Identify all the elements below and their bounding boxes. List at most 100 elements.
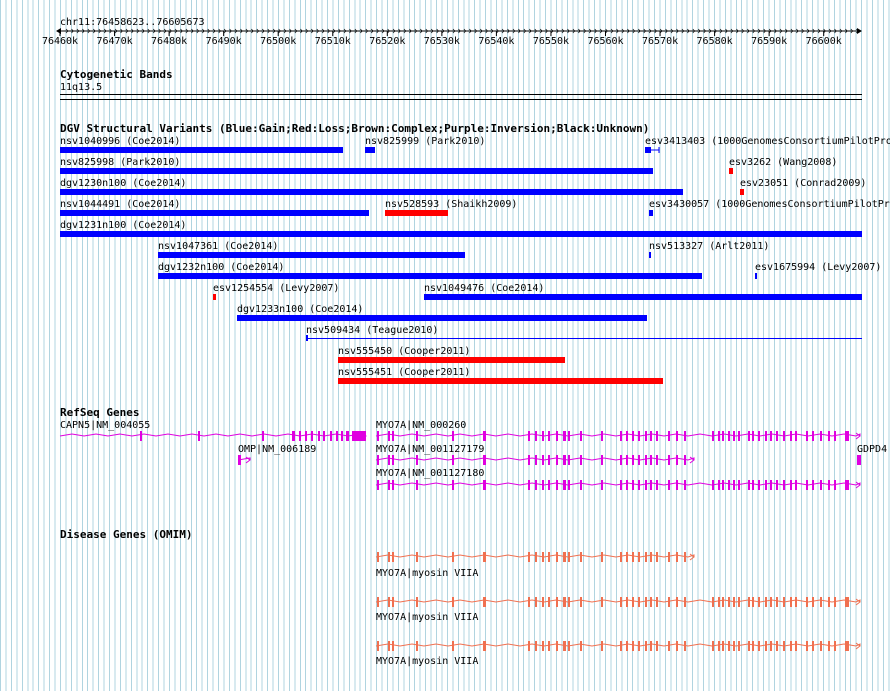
- dgv-variant[interactable]: dgv1232n100 (Coe2014): [158, 262, 702, 279]
- ruler-chevron: [785, 28, 788, 34]
- gene-exon: [812, 431, 814, 441]
- dgv-variant-bar[interactable]: [60, 231, 862, 237]
- refseq-gene-capn5[interactable]: [59, 431, 367, 441]
- dgv-variant-bar[interactable]: [158, 252, 465, 258]
- gene-exon: [568, 455, 570, 465]
- dgv-variant-bar[interactable]: [60, 210, 369, 216]
- dgv-variant[interactable]: esv3413403 (1000GenomesConsortiumPilotPr…: [645, 136, 890, 153]
- gene-exon: [563, 641, 566, 651]
- dgv-variant[interactable]: nsv555450 (Cooper2011): [338, 346, 565, 363]
- dgv-variant[interactable]: dgv1233n100 (Coe2014): [237, 304, 647, 321]
- dgv-variant[interactable]: esv23051 (Conrad2009): [740, 178, 866, 195]
- dgv-variant-label: esv3262 (Wang2008): [729, 157, 837, 168]
- refseq-gene-myo7a-000260[interactable]: [375, 431, 861, 441]
- ruler-chevron: [316, 28, 320, 34]
- dgv-variant-bar[interactable]: [740, 189, 744, 195]
- ruler-chevron: [114, 28, 118, 34]
- gene-exon: [311, 431, 313, 441]
- dgv-variant-bar[interactable]: [60, 168, 653, 174]
- dgv-variant[interactable]: nsv528593 (Shaikh2009): [385, 199, 517, 216]
- gene-exon: [758, 431, 760, 441]
- dgv-variant[interactable]: nsv1040996 (Coe2014): [60, 136, 343, 153]
- gene-exon: [452, 480, 454, 490]
- gene-exon: [738, 641, 740, 651]
- dgv-variant[interactable]: nsv555451 (Cooper2011): [338, 367, 663, 384]
- gene-exon: [388, 552, 390, 562]
- ruler-chevron: [398, 28, 401, 34]
- refseq-gene-gdpd4[interactable]: [857, 455, 861, 465]
- ruler-tick-label: 76580k: [697, 36, 733, 47]
- dgv-variant[interactable]: nsv1044491 (Coe2014): [60, 199, 369, 216]
- gene-exon: [638, 480, 640, 490]
- gene-exon: [722, 641, 724, 651]
- omim-gene-myo7a[interactable]: [375, 597, 861, 607]
- dgv-variant-bar[interactable]: [385, 210, 448, 216]
- gene-exon: [728, 641, 730, 651]
- gene-exon: [645, 480, 647, 490]
- ruler-chevron: [131, 28, 134, 34]
- dgv-variant[interactable]: esv1254554 (Levy2007): [213, 283, 339, 300]
- gene-exon: [748, 641, 750, 651]
- dgv-variant-bar[interactable]: [424, 294, 862, 300]
- gene-exon: [684, 480, 686, 490]
- omim-gene-myo7a[interactable]: [375, 552, 695, 562]
- ruler-tick-label: 76490k: [206, 36, 242, 47]
- dgv-variant-bar[interactable]: [338, 378, 663, 384]
- dgv-variant[interactable]: nsv1049476 (Coe2014): [424, 283, 862, 300]
- ruler-chevron: [196, 28, 200, 34]
- dgv-variant-bar[interactable]: [649, 252, 651, 258]
- dgv-variant-bar[interactable]: [645, 147, 651, 153]
- gene-exon: [733, 597, 735, 607]
- gene-exon: [806, 597, 808, 607]
- dgv-variant-label: nsv825999 (Park2010): [365, 136, 485, 147]
- gene-exon: [712, 431, 714, 441]
- dgv-variant-bar[interactable]: [237, 315, 647, 321]
- ruler-chevron: [687, 28, 690, 34]
- dgv-variant[interactable]: nsv1047361 (Coe2014): [158, 241, 465, 258]
- dgv-variant-label: nsv825998 (Park2010): [60, 157, 180, 168]
- dgv-variant-bar[interactable]: [306, 338, 862, 339]
- gene-exon: [601, 431, 603, 441]
- gene-exon: [668, 641, 670, 651]
- refseq-gene-omp[interactable]: [237, 455, 251, 465]
- gene-exon: [650, 552, 652, 562]
- dgv-variant-bar[interactable]: [365, 147, 375, 153]
- dgv-variant-bar[interactable]: [755, 273, 757, 279]
- ruler-chevron: [202, 28, 205, 34]
- ruler-chevron: [283, 28, 287, 34]
- dgv-variant[interactable]: esv3430057 (1000GenomesConsortiumPilotPr…: [649, 199, 890, 216]
- dgv-variant-bar[interactable]: [649, 210, 653, 216]
- ruler-chevron: [125, 28, 129, 34]
- refseq-gene-myo7a-001127179[interactable]: [375, 455, 695, 465]
- dgv-variant[interactable]: esv1675994 (Levy2007): [755, 262, 881, 279]
- dgv-variant[interactable]: nsv825998 (Park2010): [60, 157, 653, 174]
- gene-exon: [452, 641, 454, 651]
- dgv-variant-bar[interactable]: [213, 294, 216, 300]
- dgv-variant-bar[interactable]: [60, 147, 343, 153]
- dgv-variant-label: dgv1231n100 (Coe2014): [60, 220, 186, 231]
- gene-exon: [299, 431, 301, 441]
- dgv-variant[interactable]: dgv1230n100 (Coe2014): [60, 178, 683, 195]
- dgv-variant-label: nsv555450 (Cooper2011): [338, 346, 470, 357]
- gene-exon: [632, 455, 634, 465]
- dgv-variant-label: esv3413403 (1000GenomesConsortiumPilotPr…: [645, 136, 890, 147]
- dgv-variant[interactable]: esv3262 (Wang2008): [729, 157, 837, 174]
- omim-gene-myo7a[interactable]: [375, 641, 861, 651]
- gene-exon: [556, 552, 558, 562]
- ruler-chevron: [376, 28, 380, 34]
- gene-exon: [580, 431, 582, 441]
- dgv-variant-bar[interactable]: [338, 357, 565, 363]
- dgv-variant-bar[interactable]: [60, 189, 683, 195]
- gene-exon: [806, 431, 808, 441]
- dgv-variant[interactable]: dgv1231n100 (Coe2014): [60, 220, 862, 237]
- dgv-variant[interactable]: nsv509434 (Teague2010): [306, 325, 862, 341]
- dgv-variant-bar[interactable]: [158, 273, 702, 279]
- gene-exon: [416, 455, 418, 465]
- ruler-chevron: [490, 28, 494, 34]
- refseq-gene-myo7a-001127180[interactable]: [375, 480, 861, 490]
- ruler-chevron: [610, 28, 614, 34]
- dgv-variant-bar[interactable]: [729, 168, 733, 174]
- cytoband-bar-top: [60, 94, 862, 95]
- dgv-variant[interactable]: nsv513327 (Arlt2011): [649, 241, 769, 258]
- dgv-variant[interactable]: nsv825999 (Park2010): [365, 136, 485, 153]
